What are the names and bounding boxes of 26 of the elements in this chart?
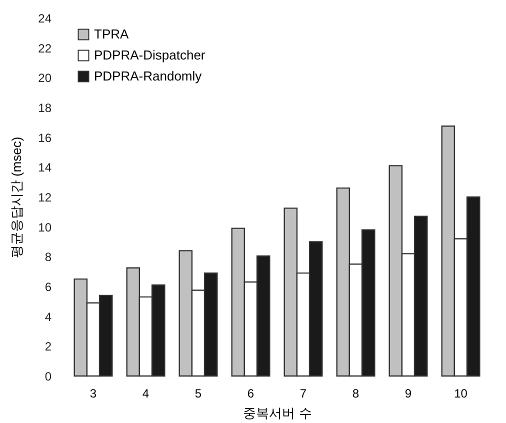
legend-label: PDPRA-Dispatcher	[94, 48, 206, 62]
x-tick-label: 10	[454, 386, 468, 400]
y-tick-label: 20	[38, 71, 52, 86]
y-tick-label: 2	[44, 340, 52, 354]
legend-label: PDPRA-Randomly	[94, 68, 202, 84]
y-tick-label: 18	[38, 101, 52, 115]
y-tick-label: 4	[44, 310, 52, 324]
y-tick-label: 14	[38, 160, 52, 175]
x-tick-label: 5	[194, 386, 202, 400]
y-tick-label: 8	[44, 250, 52, 264]
y-tick-label: 10	[38, 220, 52, 234]
y-tick-label: 12	[38, 190, 52, 204]
y-tick-label: 16	[38, 130, 52, 145]
y-axis-title: 평균응답시간 (msec)	[9, 136, 24, 258]
legend-label: TPRA	[94, 26, 129, 42]
x-tick-label: 8	[352, 386, 360, 400]
x-axis-title: 중복서버 수	[243, 406, 312, 420]
x-tick-label: 7	[300, 386, 307, 400]
x-tick-label: 6	[247, 386, 254, 400]
y-tick-label: 22	[38, 41, 52, 56]
y-tick-label: 24	[38, 12, 52, 26]
y-tick-label: 6	[44, 280, 52, 294]
y-tick-label: 0	[44, 370, 52, 384]
x-tick-label: 3	[90, 386, 97, 400]
x-tick-label: 4	[142, 386, 150, 400]
x-tick-label: 9	[404, 386, 412, 400]
